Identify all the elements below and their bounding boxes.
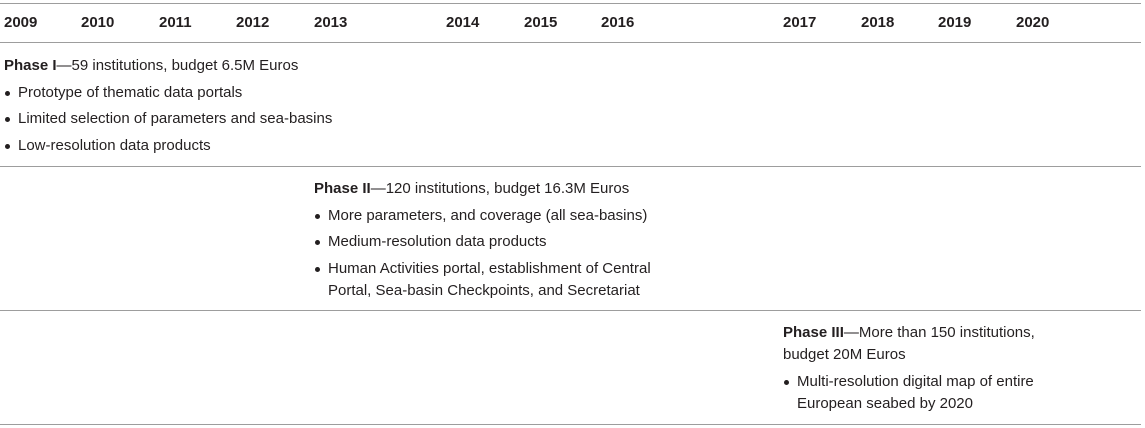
year-2015: 2015 bbox=[524, 14, 558, 31]
phase-2-bullet: Medium-resolution data products bbox=[314, 231, 684, 253]
year-2010: 2010 bbox=[81, 14, 115, 31]
year-2020: 2020 bbox=[1016, 14, 1050, 31]
phase-1-block: Phase I—59 institutions, budget 6.5M Eur… bbox=[4, 55, 384, 161]
year-2016: 2016 bbox=[601, 14, 635, 31]
phase-1-title: Phase I—59 institutions, budget 6.5M Eur… bbox=[4, 55, 384, 77]
phase-1-name: Phase I bbox=[4, 57, 57, 74]
phase-3-detail: —More than 150 institutions, budget 20M … bbox=[783, 324, 1035, 363]
phase-1-bullet: Limited selection of parameters and sea-… bbox=[4, 108, 384, 130]
year-2009: 2009 bbox=[4, 14, 38, 31]
phase-2-rule bbox=[0, 310, 1141, 311]
bottom-rule bbox=[0, 424, 1141, 425]
year-2011: 2011 bbox=[159, 14, 192, 31]
phase-2-bullets: More parameters, and coverage (all sea-b… bbox=[314, 205, 684, 302]
year-2014: 2014 bbox=[446, 14, 480, 31]
header-rule bbox=[0, 42, 1141, 43]
phase-2-detail: —120 institutions, budget 16.3M Euros bbox=[370, 180, 630, 197]
phase-1-detail: —59 institutions, budget 6.5M Euros bbox=[56, 57, 299, 74]
year-2012: 2012 bbox=[236, 14, 270, 31]
phase-2-block: Phase II—120 institutions, budget 16.3M … bbox=[314, 178, 684, 306]
top-rule bbox=[0, 3, 1141, 4]
phase-2-bullet: Human Activities portal, establishment o… bbox=[314, 258, 684, 302]
year-2018: 2018 bbox=[861, 14, 895, 31]
phase-1-bullet: Prototype of thematic data portals bbox=[4, 82, 384, 104]
phase-3-title: Phase III—More than 150 institutions, bu… bbox=[783, 322, 1073, 366]
phase-2-name: Phase II bbox=[314, 180, 371, 197]
year-2017: 2017 bbox=[783, 14, 817, 31]
phase-1-bullets: Prototype of thematic data portals Limit… bbox=[4, 82, 384, 157]
phase-1-rule bbox=[0, 166, 1141, 167]
phase-3-block: Phase III—More than 150 institutions, bu… bbox=[783, 322, 1073, 419]
phase-1-bullet: Low-resolution data products bbox=[4, 135, 384, 157]
phase-2-bullet: More parameters, and coverage (all sea-b… bbox=[314, 205, 684, 227]
year-2019: 2019 bbox=[938, 14, 972, 31]
year-2013: 2013 bbox=[314, 14, 348, 31]
phase-3-name: Phase III bbox=[783, 324, 844, 341]
phase-3-bullets: Multi-resolution digital map of entire E… bbox=[783, 371, 1073, 415]
phase-2-title: Phase II—120 institutions, budget 16.3M … bbox=[314, 178, 684, 200]
phase-3-bullet: Multi-resolution digital map of entire E… bbox=[783, 371, 1073, 415]
